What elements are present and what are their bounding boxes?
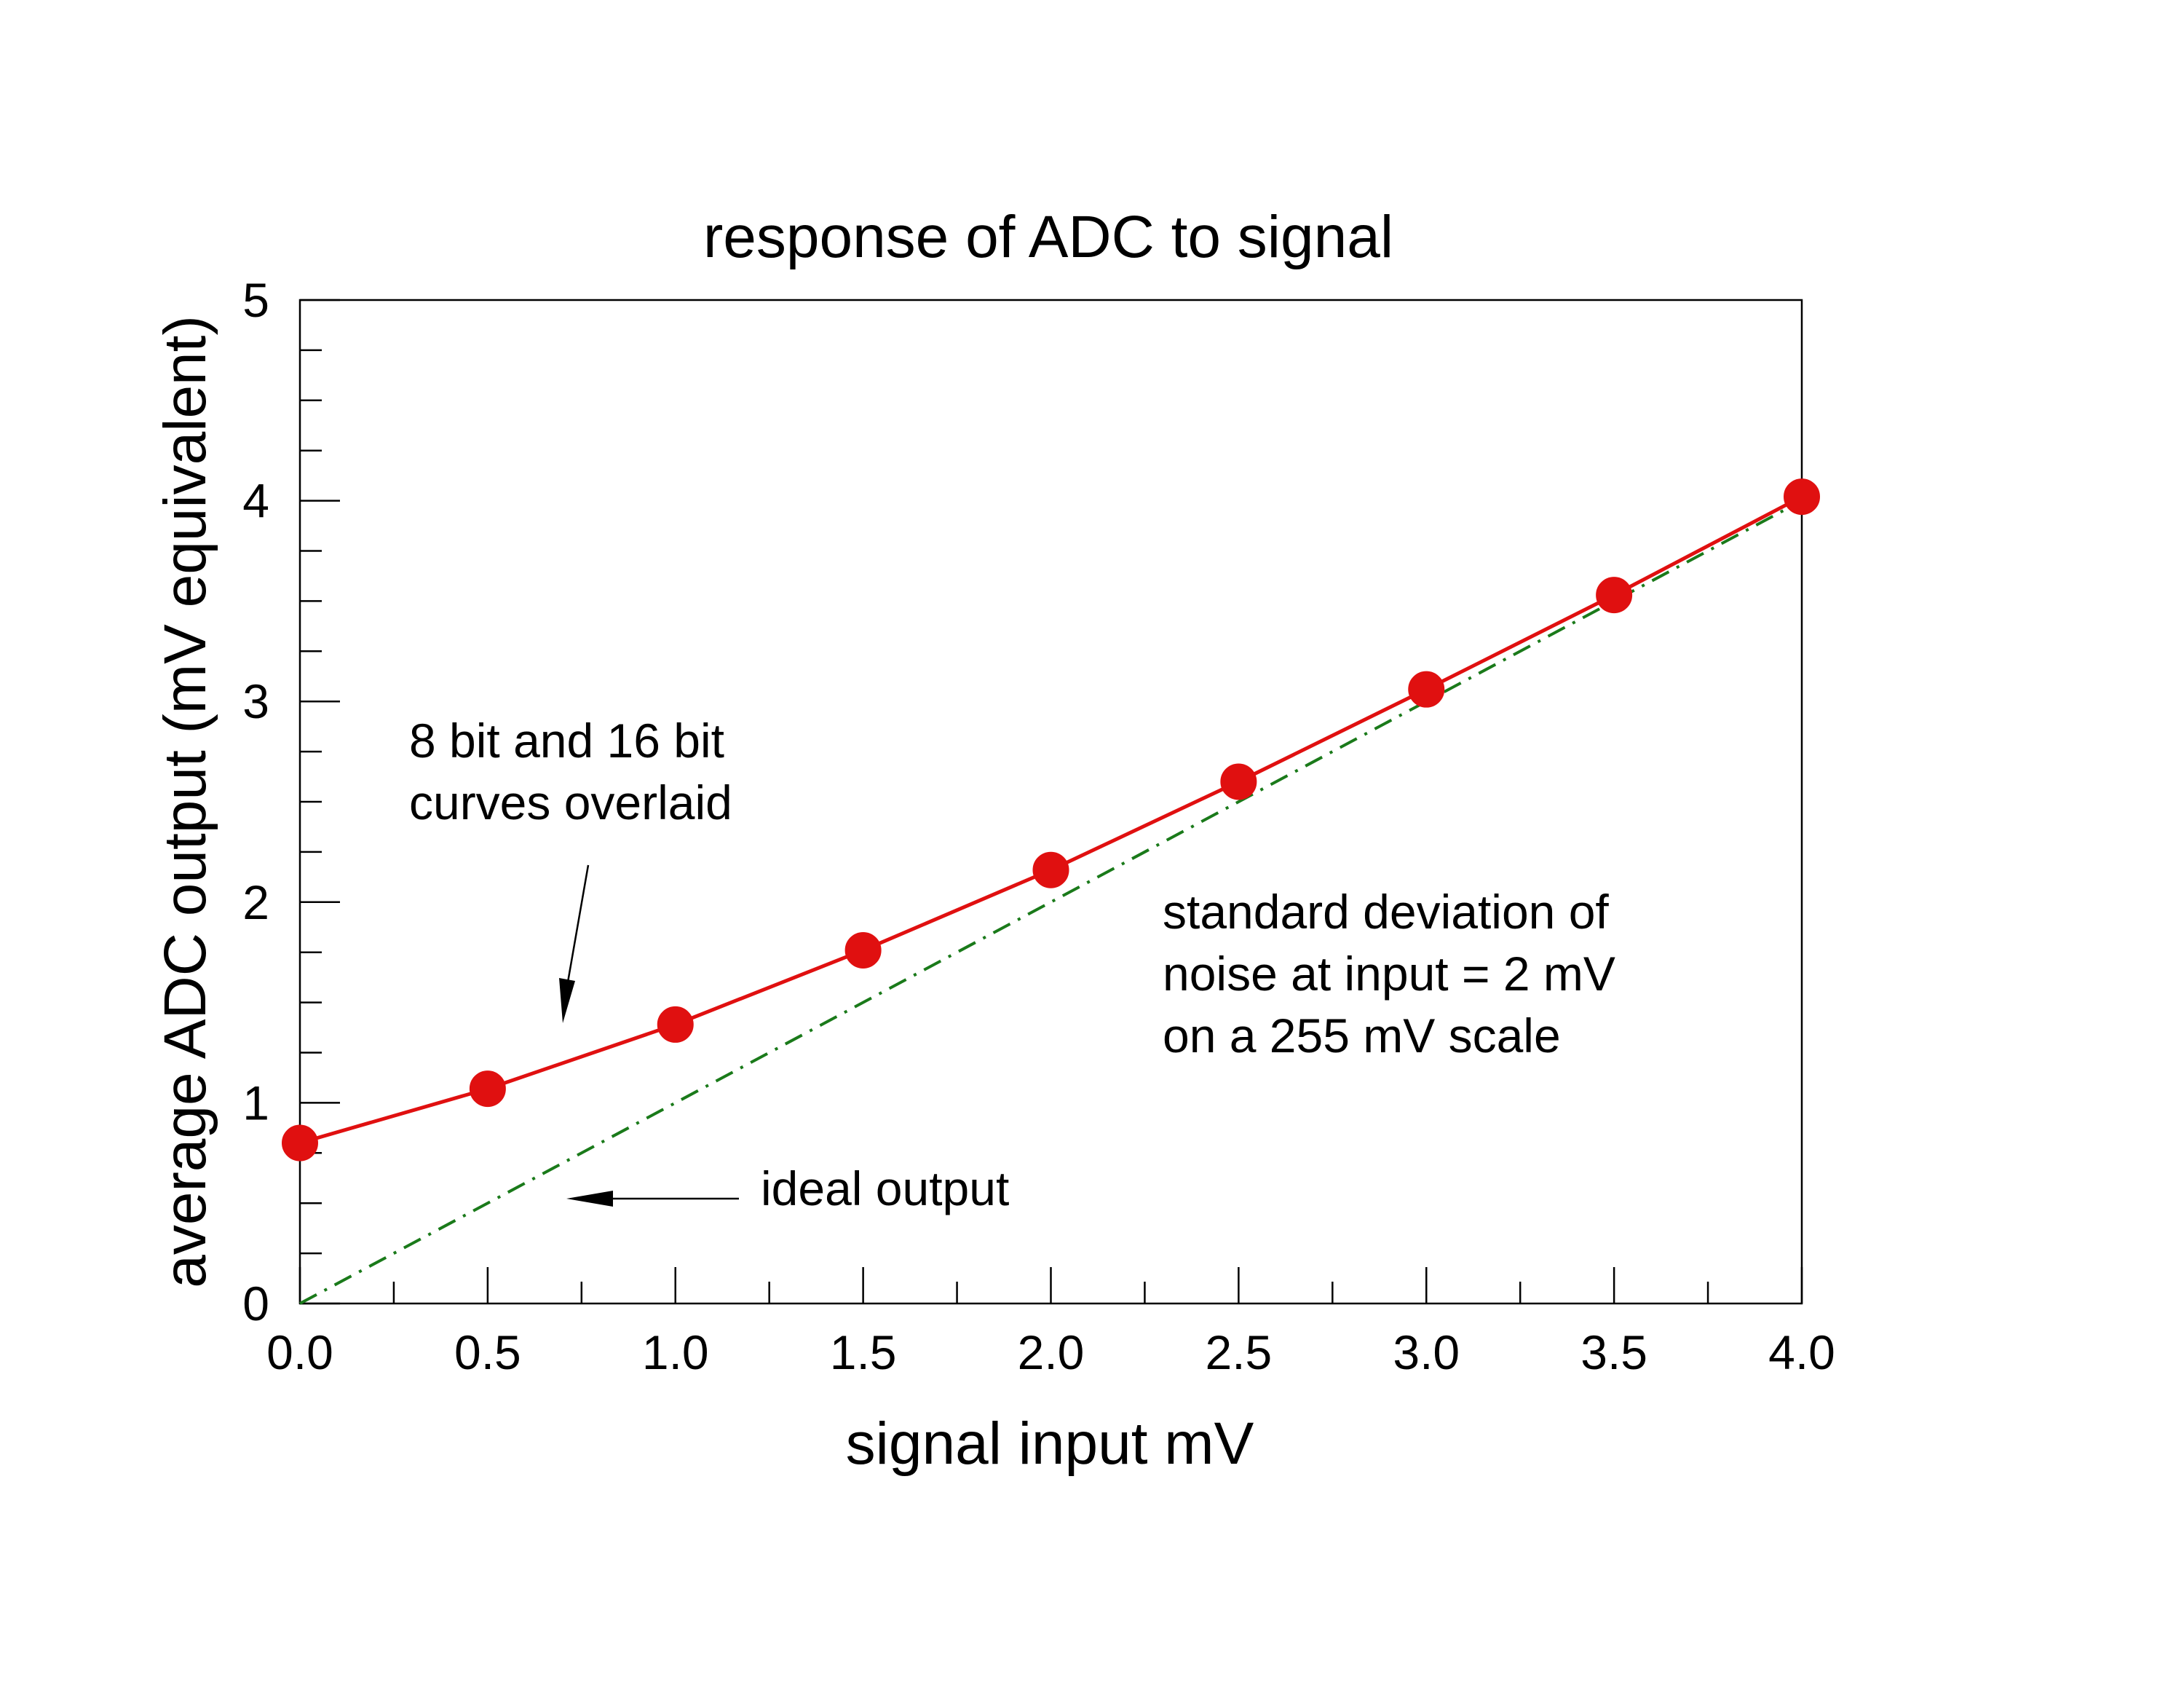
x-tick-label: 4.0 — [1768, 1325, 1835, 1379]
adc-response-point — [844, 931, 882, 969]
annotation-noise-line-2: noise at input = 2 mV — [1163, 947, 1615, 1001]
adc-response-point — [1220, 763, 1257, 800]
y-tick-label: 0 — [242, 1277, 269, 1330]
annotation-noise: standard deviation of noise at input = 2… — [1163, 885, 1629, 1062]
series-layer — [282, 478, 1820, 1305]
adc-response-point — [282, 1124, 318, 1162]
chart-title: response of ADC to signal — [703, 204, 1393, 270]
adc-response-point — [1408, 671, 1445, 708]
adc-response-point — [1032, 851, 1069, 888]
x-tick-label: 2.5 — [1206, 1325, 1273, 1379]
y-tick-label: 5 — [242, 273, 269, 327]
x-axis-title: signal input mV — [846, 1411, 1254, 1477]
annotation-noise-line-1: standard deviation of — [1163, 885, 1609, 939]
axis-ticks — [298, 299, 1803, 1305]
x-tick-label: 1.0 — [642, 1325, 709, 1379]
adc-response-point — [1784, 478, 1820, 516]
y-tick-label: 3 — [242, 674, 269, 728]
y-tick-label: 1 — [242, 1076, 269, 1129]
tick-labels: 0.0 0.5 1.0 1.5 2.0 2.5 3.0 3.5 4.0 0 1 2 3 4 5 — [242, 273, 1835, 1379]
annotation-noise-line-3: on a 255 mV scale — [1163, 1009, 1561, 1062]
annotation-overlaid-arrowhead — [559, 978, 575, 1023]
y-tick-label: 4 — [242, 474, 269, 528]
adc-response-point — [1596, 577, 1633, 614]
annotation-ideal: ideal output — [761, 1162, 1009, 1215]
adc-response-point — [469, 1070, 506, 1108]
annotation-overlaid-arrow-shaft — [565, 864, 590, 991]
y-tick-label: 2 — [242, 875, 269, 929]
annotation-overlaid-line-2: curves overlaid — [409, 776, 732, 829]
x-tick-label: 0.0 — [266, 1325, 333, 1379]
x-tick-label: 1.5 — [830, 1325, 897, 1379]
annotation-overlaid: 8 bit and 16 bit curves overlaid — [409, 714, 737, 829]
annotation-ideal-arrowhead — [566, 1191, 613, 1207]
x-tick-label: 3.0 — [1393, 1325, 1460, 1379]
y-axis-title: average ADC output (mV equivalent) — [152, 315, 218, 1288]
x-tick-label: 0.5 — [454, 1325, 521, 1379]
ideal-output-line — [299, 499, 1803, 1305]
x-tick-label: 2.0 — [1018, 1325, 1085, 1379]
annotation-overlaid-line-1: 8 bit and 16 bit — [409, 714, 724, 768]
adc-response-point — [657, 1006, 694, 1043]
x-tick-label: 3.5 — [1580, 1325, 1647, 1379]
